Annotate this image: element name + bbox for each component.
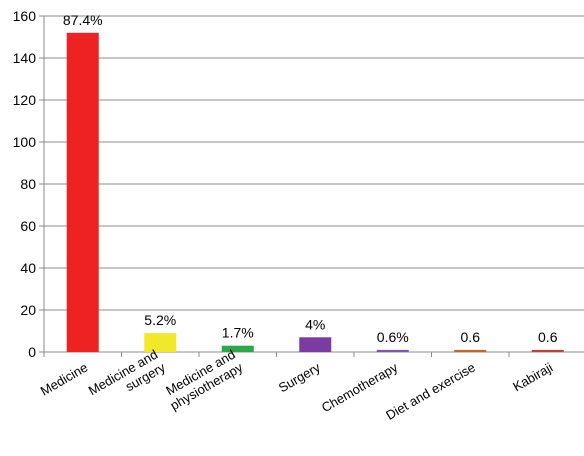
bar: [299, 337, 332, 352]
category-label-line: Kabiraji: [510, 360, 555, 395]
data-labels: 87.4% 5.2% 1.7% 4% 0.6% 0.6 0.6: [63, 12, 558, 345]
bar: [454, 349, 487, 352]
data-label: 5.2%: [144, 312, 176, 328]
y-tick-label: 20: [20, 302, 36, 318]
bar: [66, 32, 99, 353]
category-label: Kabiraji: [510, 360, 555, 395]
category-label: Surgery: [276, 359, 323, 395]
y-tick-label: 140: [13, 50, 37, 66]
data-label: 1.7%: [222, 325, 254, 341]
y-tick-label: 40: [20, 260, 36, 276]
category-label: Medicine: [38, 360, 91, 399]
y-tick-label: 120: [13, 92, 37, 108]
y-tick-label: 0: [28, 344, 36, 360]
bar: [221, 345, 254, 352]
y-tick-label: 100: [13, 134, 37, 150]
bar: [531, 349, 564, 352]
bar: [376, 349, 409, 352]
y-tick-label: 80: [20, 176, 36, 192]
data-label: 0.6: [461, 329, 481, 345]
data-label: 0.6%: [377, 329, 409, 345]
category-label: Medicine andphysiotherapy: [160, 346, 246, 413]
bars: [66, 32, 564, 353]
y-tick-label: 60: [20, 218, 36, 234]
data-label: 87.4%: [63, 12, 103, 28]
bar: [144, 333, 177, 352]
data-label: 4%: [305, 316, 325, 332]
data-label: 0.6: [538, 329, 558, 345]
y-tick-label: 160: [13, 8, 37, 24]
gridlines: [44, 15, 584, 311]
category-label-line: Surgery: [276, 359, 323, 395]
y-axis: 0 20 40 60 80 100 120 140 160: [13, 8, 45, 360]
category-label: Medicine andsurgery: [86, 346, 168, 411]
category-label-line: Medicine: [38, 360, 91, 399]
x-axis: [43, 351, 584, 357]
